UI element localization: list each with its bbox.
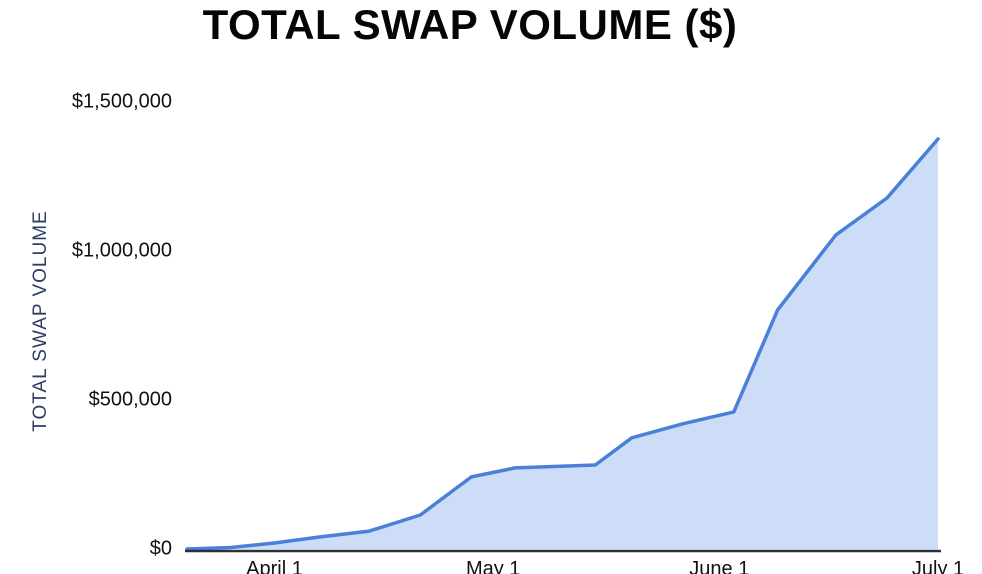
x-tick-label: June 1 [689, 558, 750, 574]
chart-title: TOTAL SWAP VOLUME ($) [202, 1, 738, 48]
x-tick-label: July 1 [911, 558, 965, 574]
volume-area-fill [187, 139, 938, 549]
y-tick-label: $0 [149, 537, 172, 560]
y-tick-label: $1,000,000 [71, 239, 172, 262]
y-tick-label: $1,500,000 [71, 90, 172, 113]
volume-line [185, 137, 940, 551]
x-tick-label: May 1 [465, 558, 521, 574]
y-tick-label: $500,000 [88, 388, 172, 411]
x-tick-label: April 1 [246, 558, 303, 574]
